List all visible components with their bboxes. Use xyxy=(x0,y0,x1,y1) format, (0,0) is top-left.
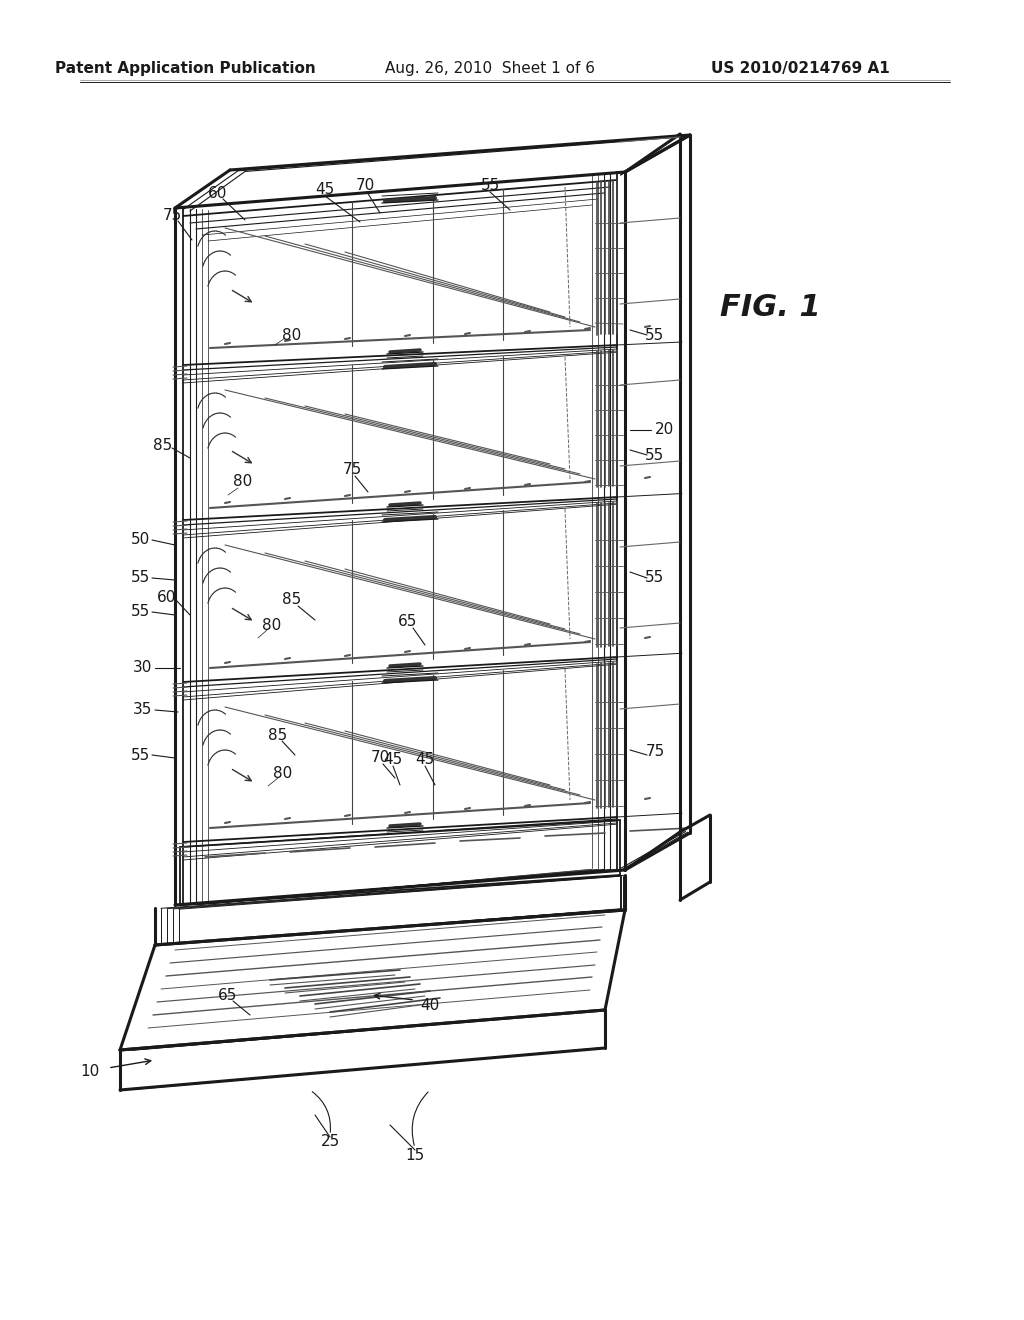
Text: 50: 50 xyxy=(130,532,150,548)
Text: 45: 45 xyxy=(315,182,335,198)
Text: 25: 25 xyxy=(321,1134,340,1150)
Text: 55: 55 xyxy=(130,747,150,763)
Text: 55: 55 xyxy=(480,177,500,193)
Text: 10: 10 xyxy=(80,1064,99,1080)
Text: 85: 85 xyxy=(268,727,288,742)
Text: 20: 20 xyxy=(655,422,675,437)
Text: 60: 60 xyxy=(208,186,227,201)
Text: 75: 75 xyxy=(645,744,665,759)
Text: 35: 35 xyxy=(133,702,153,718)
Text: 55: 55 xyxy=(130,605,150,619)
Text: 70: 70 xyxy=(355,178,375,194)
Text: FIG. 1: FIG. 1 xyxy=(720,293,820,322)
Text: 30: 30 xyxy=(133,660,153,676)
Text: 45: 45 xyxy=(383,752,402,767)
Text: 80: 80 xyxy=(262,618,282,632)
Text: 85: 85 xyxy=(154,437,173,453)
Text: 15: 15 xyxy=(406,1147,425,1163)
Text: 80: 80 xyxy=(233,474,253,490)
Text: US 2010/0214769 A1: US 2010/0214769 A1 xyxy=(711,61,890,75)
Text: 80: 80 xyxy=(283,327,302,342)
Text: 55: 55 xyxy=(645,447,665,462)
Text: 55: 55 xyxy=(130,570,150,586)
Text: 55: 55 xyxy=(645,327,665,342)
Text: 60: 60 xyxy=(158,590,177,605)
Text: 65: 65 xyxy=(218,987,238,1002)
Text: 65: 65 xyxy=(398,615,418,630)
Text: 40: 40 xyxy=(421,998,439,1012)
Text: 75: 75 xyxy=(163,207,181,223)
Text: 75: 75 xyxy=(342,462,361,478)
Text: Patent Application Publication: Patent Application Publication xyxy=(54,61,315,75)
Text: 55: 55 xyxy=(645,570,665,586)
Text: Aug. 26, 2010  Sheet 1 of 6: Aug. 26, 2010 Sheet 1 of 6 xyxy=(385,61,595,75)
Text: 70: 70 xyxy=(371,751,389,766)
Text: 80: 80 xyxy=(273,766,293,780)
Text: 85: 85 xyxy=(283,593,302,607)
Text: 45: 45 xyxy=(416,752,434,767)
